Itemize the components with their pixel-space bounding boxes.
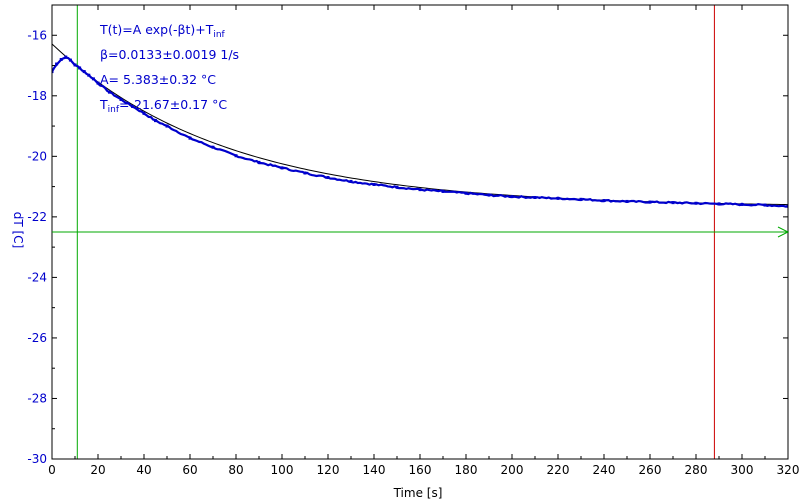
data-point	[87, 73, 91, 77]
data-point	[52, 70, 54, 74]
fit-annotation-line: T(t)=A exp(-βt)+Tinf	[99, 22, 226, 40]
x-tick-label: 320	[777, 463, 800, 477]
data-point	[55, 62, 59, 66]
data-point	[303, 171, 307, 175]
data-point	[395, 185, 399, 189]
data-point	[441, 189, 445, 193]
x-tick-label: 140	[363, 463, 386, 477]
data-point	[96, 81, 100, 85]
x-tick-label: 160	[409, 463, 432, 477]
data-point	[131, 104, 134, 108]
data-point	[154, 119, 157, 123]
data-point	[740, 202, 744, 206]
data-point	[82, 70, 86, 74]
x-tick-label: 220	[547, 463, 570, 477]
x-tick-label: 0	[48, 463, 56, 477]
fit-annotation-line: A= 5.383±0.32 °C	[100, 72, 216, 87]
data-point	[64, 55, 68, 59]
data-point	[625, 199, 629, 203]
data-point	[73, 63, 77, 67]
x-axis-label: Time [s]	[393, 486, 443, 500]
data-point	[671, 201, 675, 205]
data-point	[464, 191, 468, 195]
y-axis-label: dT [C]	[11, 212, 25, 249]
x-tick-label: 300	[731, 463, 754, 477]
plot-area	[52, 5, 788, 459]
data-point	[211, 145, 215, 149]
x-tick-label: 80	[228, 463, 243, 477]
x-tick-label: 280	[685, 463, 708, 477]
data-point	[165, 124, 169, 128]
data-point	[68, 58, 72, 62]
axes: 0 20 40 60 80 100 120 140 160 180 200 220 240 260 280 3…	[27, 4, 800, 477]
x-tick-label: 20	[90, 463, 105, 477]
y-tick-label: -22	[27, 210, 47, 224]
y-tick-label: -26	[27, 331, 47, 345]
x-tick-label: 100	[271, 463, 294, 477]
data-point	[349, 179, 353, 183]
data-point	[786, 204, 788, 208]
x-tick-label: 260	[639, 463, 662, 477]
green-arrow-head	[777, 226, 790, 238]
data-point	[694, 201, 698, 205]
data-point	[119, 97, 123, 101]
data-point	[372, 182, 376, 186]
data-point	[326, 176, 330, 180]
data-point	[142, 111, 146, 115]
data-point	[257, 160, 261, 164]
y-tick-label: -20	[27, 149, 47, 163]
x-tick-label: 120	[317, 463, 340, 477]
data-point	[188, 136, 192, 140]
y-tick-label: -16	[27, 28, 47, 42]
y-tick-label: -18	[27, 89, 47, 103]
data-point	[418, 188, 422, 192]
data-point	[556, 196, 560, 200]
x-tick-label: 180	[455, 463, 478, 477]
data-point	[234, 154, 238, 158]
y-tick-label: -24	[27, 270, 47, 284]
x-tick-label: 60	[182, 463, 197, 477]
data-point	[579, 197, 583, 201]
x-tick-label: 40	[136, 463, 151, 477]
data-point	[59, 57, 63, 61]
fit-annotations: T(t)=A exp(-βt)+Tinf β=0.0133±0.0019 1/s A…	[99, 22, 239, 115]
data-point	[91, 77, 95, 81]
x-tick-label: 240	[593, 463, 616, 477]
data-point	[648, 200, 652, 204]
data-point	[108, 90, 111, 94]
data-point	[533, 195, 537, 199]
data-point	[763, 203, 767, 207]
data-point	[717, 202, 721, 206]
fit-annotation-line: β=0.0133±0.0019 1/s	[100, 47, 239, 62]
data-point	[510, 195, 514, 199]
data-point	[280, 166, 284, 170]
data-point	[78, 66, 82, 70]
data-point	[602, 199, 606, 203]
data-point	[487, 193, 491, 197]
y-tick-label: -28	[27, 391, 47, 405]
y-tick-label: -30	[27, 452, 47, 466]
x-tick-label: 200	[501, 463, 524, 477]
fit-annotation-line: Tinf=-21.67±0.17 °C	[99, 97, 227, 115]
